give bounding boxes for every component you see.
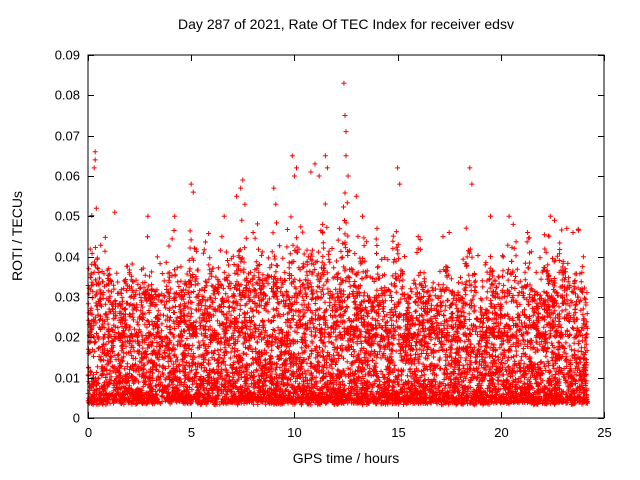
- plot-border: [87, 54, 605, 419]
- chart-title: Day 287 of 2021, Rate Of TEC Index for r…: [178, 16, 514, 32]
- scatter-points-path: [85, 80, 590, 408]
- tick-label: 0.04: [55, 250, 80, 265]
- axis-ticks: 0 5 10 15 20 25 0 0.01 0.02 0.03 0.04 0.05 0.06 0.07 0…: [55, 48, 612, 441]
- tick-label: 0.01: [55, 371, 80, 386]
- tick-label: 0.03: [55, 290, 80, 305]
- y-axis-label: ROTI / TECUs: [9, 191, 25, 281]
- tick-label: 25: [597, 425, 611, 440]
- tick-label: 0: [85, 425, 92, 440]
- tick-label: 0.06: [55, 169, 80, 184]
- tick-label: 0: [73, 411, 80, 426]
- tick-label: 10: [287, 425, 301, 440]
- tick-label: 0.02: [55, 330, 80, 345]
- tick-label: 5: [188, 425, 195, 440]
- tick-label: 0.07: [55, 129, 80, 144]
- scatter-points: [85, 80, 590, 408]
- x-axis-label: GPS time / hours: [293, 450, 400, 466]
- tick-label: 0.08: [55, 88, 80, 103]
- tick-label: 20: [494, 425, 508, 440]
- tick-label: 0.05: [55, 209, 80, 224]
- tick-label: 0.09: [55, 48, 80, 63]
- tick-label: 15: [391, 425, 405, 440]
